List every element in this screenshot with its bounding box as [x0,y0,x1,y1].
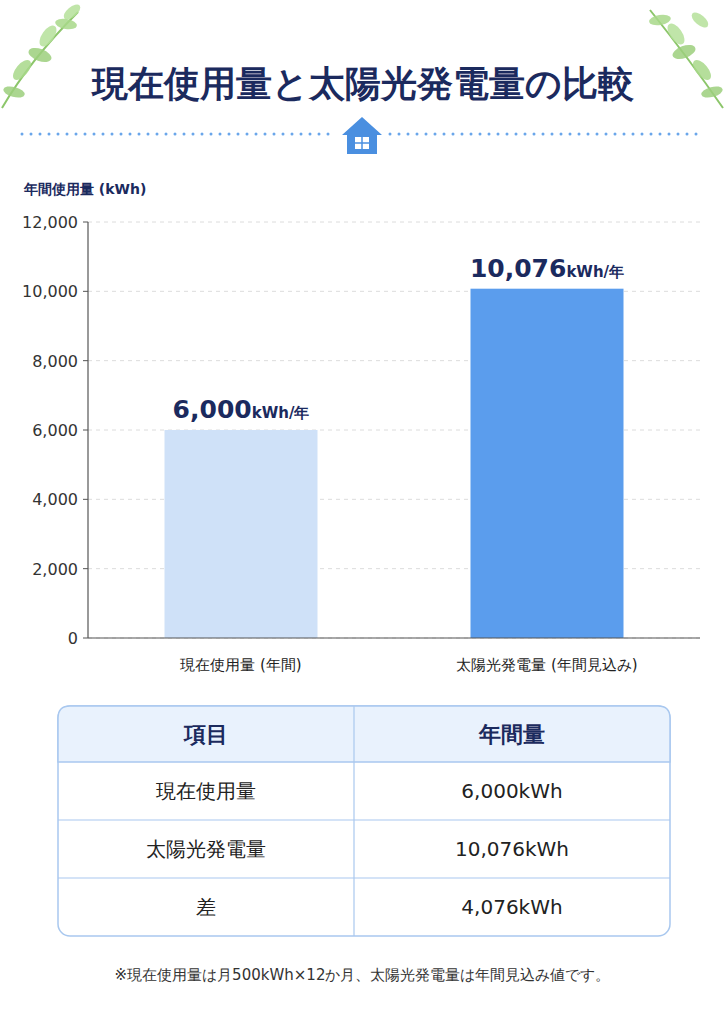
table-header: 年間量 [478,722,545,747]
leaf [671,42,698,61]
bar [165,430,318,638]
table-cell: 太陽光発電量 [146,837,266,861]
data-label: 10,076kWh/年 [470,254,624,283]
branch [2,12,78,108]
tick-mark [83,430,88,431]
x-axis [88,637,700,638]
chart-title: 現在使用量と太陽光発電量の比較 [91,63,634,104]
table-col-line [353,706,354,936]
leaf [2,84,26,99]
divider [22,133,335,136]
leaf [690,57,715,83]
page: 現在使用量と太陽光発電量の比較年間使用量 (kWh) 0 2,000 4,000 6,0… [0,0,725,1024]
data-label-number: 10,076 [470,254,566,283]
bar [471,289,624,638]
leaf [648,13,671,27]
table-cell: 6,000kWh [461,779,562,803]
bars [165,289,624,638]
data-label-unit: kWh/年 [566,263,624,281]
grid-line [88,638,700,639]
axis-title: 年間使用量 (kWh) [23,181,146,197]
tick-mark [83,499,88,500]
leaf [36,23,60,50]
house-icon [342,117,382,154]
table-cell: 差 [196,895,216,919]
tick-mark [83,568,88,569]
tick-label: 8,000 [32,352,78,371]
tick-mark [83,360,88,361]
divider [390,133,703,136]
y-axis [87,222,88,638]
table-cell: 10,076kWh [455,837,569,861]
data-label-number: 6,000 [173,395,252,424]
house-window [355,137,369,149]
category-label: 現在使用量 (年間) [180,656,301,674]
table-cell: 現在使用量 [156,779,256,803]
leaf [689,10,711,31]
tick-label: 0 [68,629,78,648]
tick-label: 2,000 [32,560,78,579]
table-cell: 4,076kWh [461,895,562,919]
leaf [27,45,54,64]
table-header: 項目 [183,722,228,747]
grid-line [88,222,700,223]
leaf [700,84,724,99]
tick-label: 6,000 [32,421,78,440]
tick-label: 4,000 [32,490,78,509]
tick-label: 12,000 [22,213,78,232]
leaf [10,57,35,83]
tick-label: 10,000 [22,282,78,301]
tick-mark [83,291,88,292]
tick-mark [83,222,88,223]
data-label: 6,000kWh/年 [173,395,310,424]
table-header-bg [58,706,670,762]
leaf [61,2,83,23]
category-label: 太陽光発電量 (年間見込み) [456,656,637,674]
tick-mark [83,638,88,639]
table-row-line [58,819,670,820]
leaf [664,21,688,48]
footnote: ※現在使用量は月500kWh×12か月、太陽光発電量は年間見込み値です。 [115,966,611,984]
data-label-unit: kWh/年 [252,404,310,422]
table-frame [58,706,670,936]
house-window [355,142,369,144]
table-row-line [58,877,670,878]
